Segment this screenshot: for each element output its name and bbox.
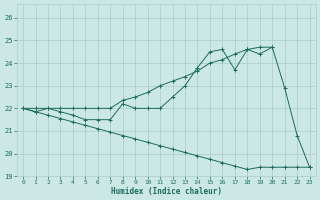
X-axis label: Humidex (Indice chaleur): Humidex (Indice chaleur) — [111, 187, 222, 196]
